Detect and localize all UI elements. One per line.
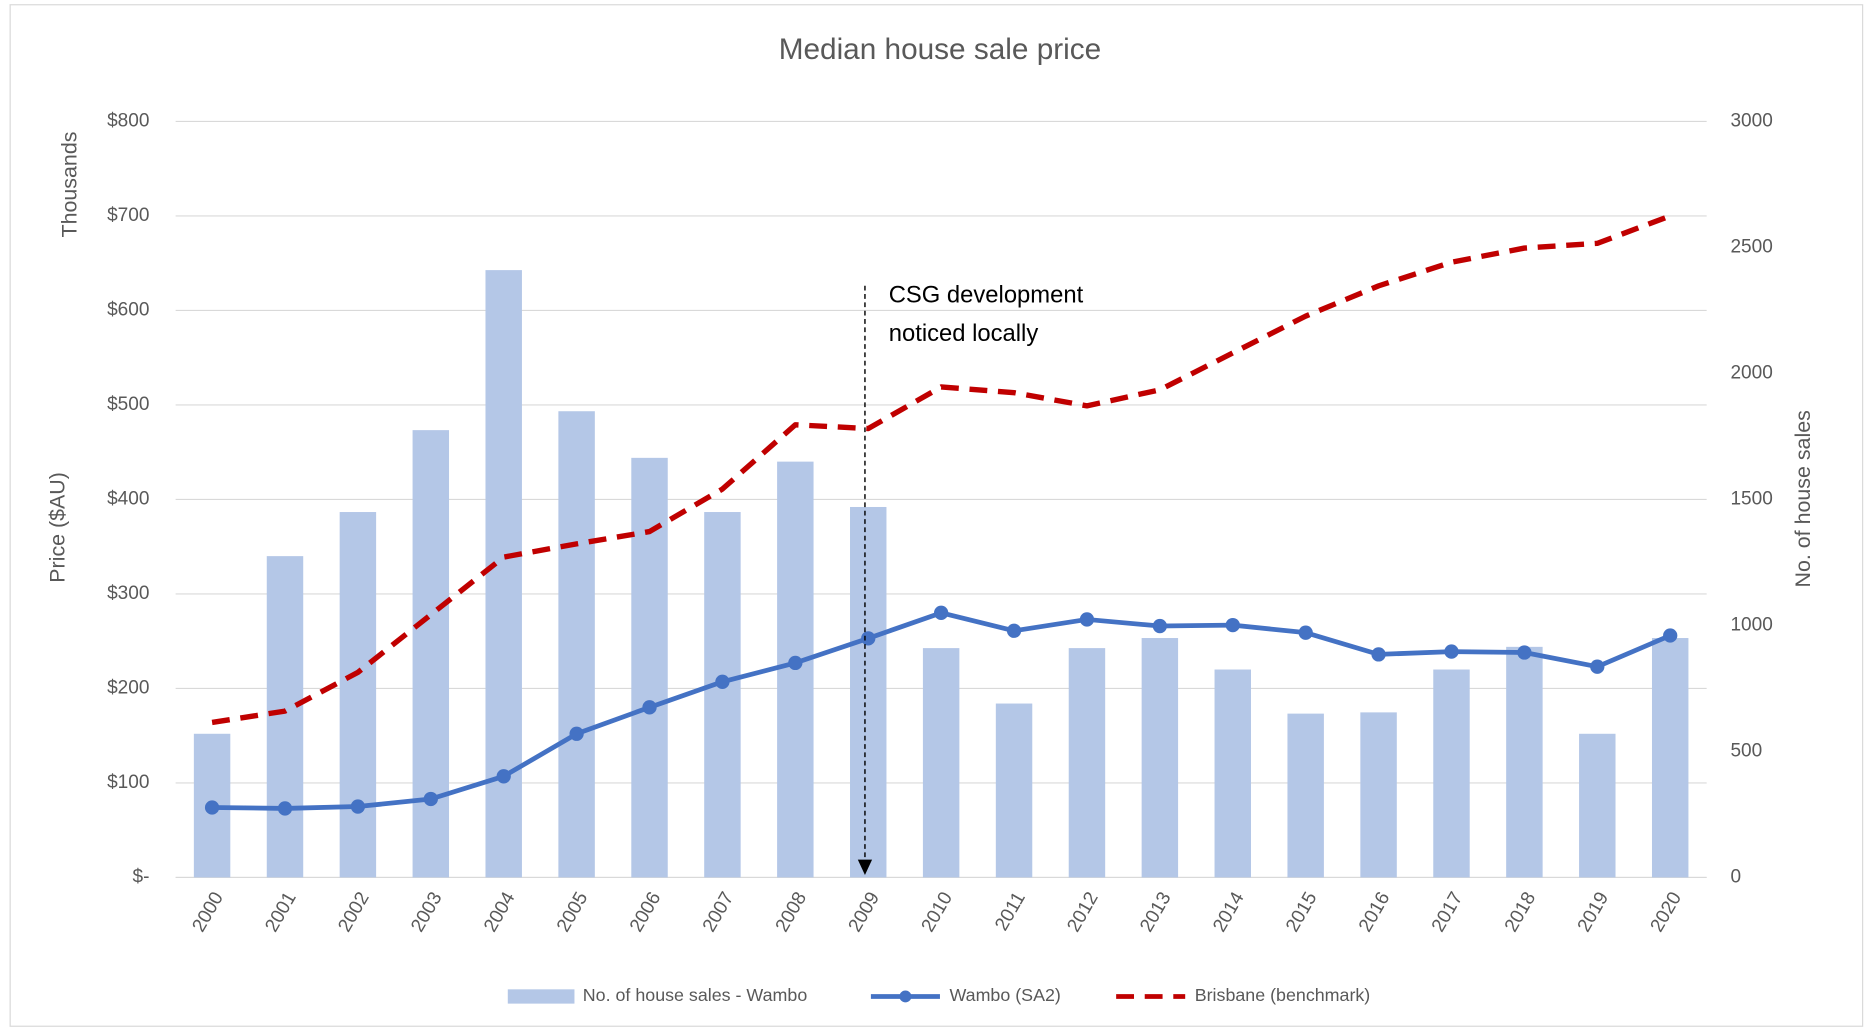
y2-tick-label: 3000 <box>1730 110 1772 131</box>
line-marker <box>1152 618 1168 634</box>
bar <box>1579 733 1616 878</box>
legend-marker <box>899 990 912 1003</box>
y2-axis-label: No. of house sales <box>1791 410 1815 587</box>
bar <box>1433 669 1470 878</box>
y-tick-label: $600 <box>107 299 149 320</box>
bar <box>1506 646 1543 878</box>
line-marker <box>496 769 511 784</box>
bar <box>1651 638 1689 878</box>
bar <box>1068 648 1106 878</box>
bar <box>850 506 887 878</box>
line-marker <box>715 674 730 689</box>
bar <box>1214 669 1251 878</box>
y2-tick-label: 2500 <box>1730 236 1772 257</box>
y-tick-label: $200 <box>107 677 149 698</box>
y2-tick-label: 500 <box>1730 740 1762 761</box>
line-marker <box>1079 612 1095 627</box>
y-tick-label: $700 <box>107 205 149 226</box>
annotation-arrowhead <box>857 859 873 876</box>
line-marker <box>1444 644 1459 659</box>
y-tick-label: $800 <box>107 110 149 131</box>
y-tick-label: $300 <box>107 583 149 604</box>
bar <box>1360 712 1397 878</box>
line-marker <box>1663 628 1678 643</box>
line-marker <box>788 655 803 671</box>
line-marker <box>642 700 657 715</box>
bar <box>995 703 1033 878</box>
y-tick-label: $100 <box>107 772 149 793</box>
line-marker <box>204 800 220 815</box>
annotation-text: noticed locally <box>889 320 1039 347</box>
line-marker <box>277 801 293 816</box>
line-marker <box>569 726 584 741</box>
y-tick-label: $- <box>133 866 150 887</box>
y2-tick-label: 2000 <box>1730 362 1772 383</box>
y2-tick-label: 1000 <box>1730 614 1772 635</box>
annotation-text: CSG development <box>889 282 1084 309</box>
bar <box>485 270 522 878</box>
line-marker <box>1006 623 1022 638</box>
legend-label: No. of house sales - Wambo <box>583 985 808 1005</box>
line-marker <box>350 799 366 814</box>
bar <box>922 648 960 878</box>
line-marker <box>1590 659 1605 674</box>
y-tick-label: $500 <box>107 394 149 415</box>
line-marker <box>1225 617 1240 633</box>
line-marker <box>1517 645 1532 660</box>
y-unit-label: Thousands <box>58 132 82 238</box>
bar <box>631 457 668 878</box>
y-tick-label: $400 <box>107 488 149 509</box>
line-marker <box>861 631 876 646</box>
bar <box>704 512 741 878</box>
bar <box>412 430 450 878</box>
y2-tick-label: 1500 <box>1730 488 1772 509</box>
y2-tick-label: 0 <box>1730 866 1741 887</box>
bar <box>266 556 304 878</box>
legend-label: Wambo (SA2) <box>949 985 1060 1005</box>
line-marker <box>1371 647 1386 662</box>
y-axis-label: Price ($AU) <box>46 472 70 583</box>
bar <box>1287 713 1324 878</box>
legend-swatch <box>507 989 575 1004</box>
line <box>211 213 1672 726</box>
legend-label: Brisbane (benchmark) <box>1195 985 1371 1005</box>
line-marker <box>934 605 949 620</box>
chart-title: Median house sale price <box>779 33 1102 66</box>
bar <box>558 411 595 878</box>
bar <box>339 512 377 878</box>
bar <box>1141 638 1179 878</box>
line-marker <box>1298 625 1313 640</box>
line-marker <box>423 791 438 807</box>
